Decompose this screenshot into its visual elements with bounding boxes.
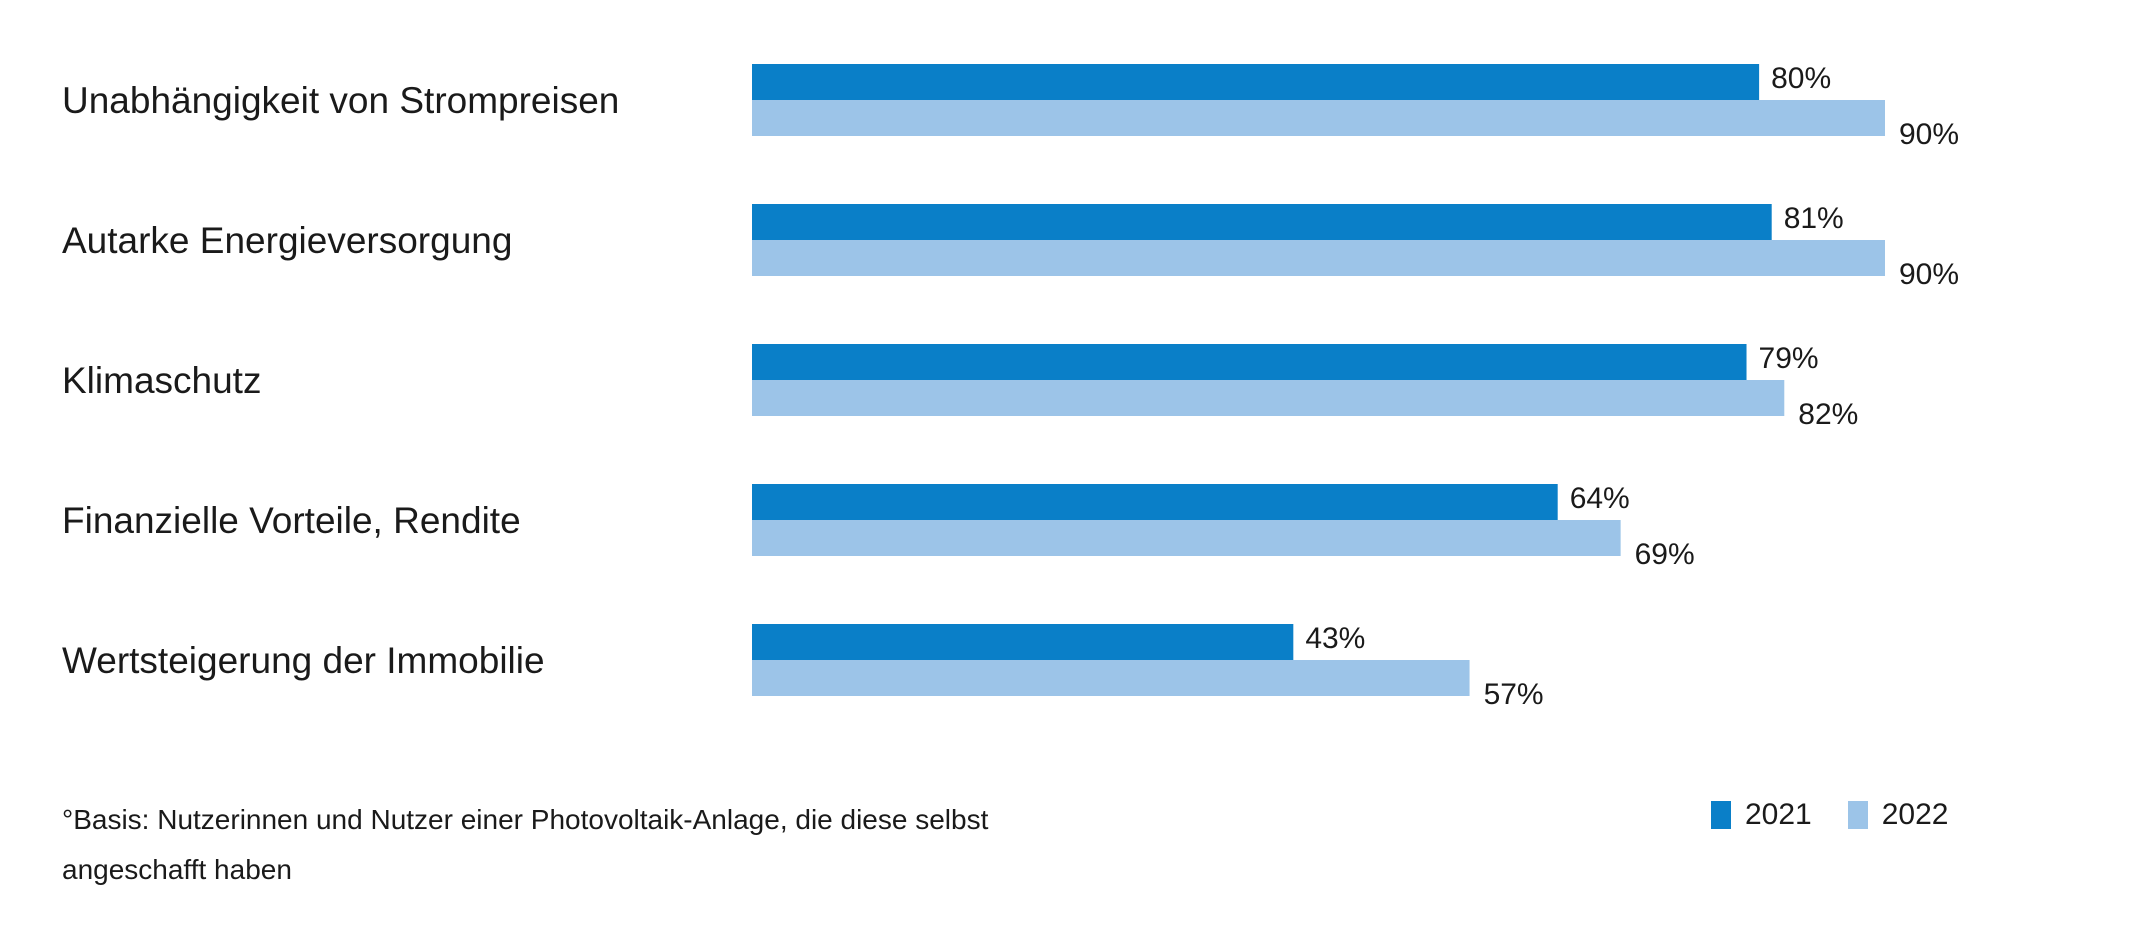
bar-2021 [752,64,1760,100]
category-label: Autarke Energieversorgung [62,220,512,261]
bar-2021 [752,204,1772,240]
bar-2022 [752,380,1785,416]
bar-chart: Unabhängigkeit von Strompreisen 80% 90% Aut… [62,62,1959,711]
value-label-2022: 69% [1635,538,1695,571]
category-label: Unabhängigkeit von Strompreisen [62,80,619,121]
legend: 2021 2022 [1711,795,1971,835]
value-label-2021: 64% [1570,482,1630,515]
value-label-2021: 81% [1784,202,1844,235]
value-label-2021: 80% [1771,62,1831,95]
legend-item-2022: 2022 [1847,798,1949,832]
footnote-line-1: °Basis: Nutzerinnen und Nutzer einer Pho… [62,804,989,835]
bar-2022 [752,240,1885,276]
category-label: Wertsteigerung der Immobilie [62,640,545,681]
value-label-2022: 90% [1899,258,1959,291]
legend-label-2021: 2021 [1745,798,1812,831]
bar-2021 [752,484,1558,520]
value-label-2022: 82% [1798,398,1858,431]
category-label: Klimaschutz [62,360,261,401]
bar-2022 [752,660,1470,696]
footnote-line-2: angeschafft haben [62,854,292,885]
legend-swatch-2021 [1711,801,1731,829]
value-label-2021: 43% [1305,622,1365,655]
bar-2022 [752,100,1885,136]
legend-label-2022: 2022 [1881,798,1949,831]
legend-swatch-2022 [1847,801,1868,829]
legend-item-2021: 2021 [1711,798,1812,832]
value-label-2021: 79% [1759,342,1819,375]
category-label: Finanzielle Vorteile, Rendite [62,500,521,541]
bar-2021 [752,344,1747,380]
value-label-2022: 90% [1899,118,1959,151]
footnote: °Basis: Nutzerinnen und Nutzer einer Pho… [62,795,1262,895]
bar-2021 [752,624,1294,660]
value-label-2022: 57% [1484,678,1544,711]
bar-2022 [752,520,1621,556]
